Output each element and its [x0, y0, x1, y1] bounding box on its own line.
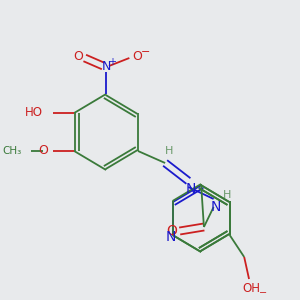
- Text: N: N: [210, 200, 221, 214]
- Text: N: N: [101, 59, 111, 73]
- Text: H: H: [223, 190, 231, 200]
- Text: −: −: [141, 47, 151, 57]
- Text: N: N: [165, 230, 176, 244]
- Text: H: H: [165, 146, 173, 156]
- Text: +: +: [108, 57, 116, 67]
- Text: N: N: [185, 182, 196, 196]
- Text: OH: OH: [242, 283, 260, 296]
- Text: CH₃: CH₃: [2, 146, 22, 156]
- Text: O: O: [167, 224, 177, 238]
- Text: −: −: [259, 288, 267, 298]
- Text: O: O: [132, 50, 142, 62]
- Text: O: O: [73, 50, 83, 62]
- Text: HO: HO: [25, 106, 43, 119]
- Text: O: O: [38, 145, 48, 158]
